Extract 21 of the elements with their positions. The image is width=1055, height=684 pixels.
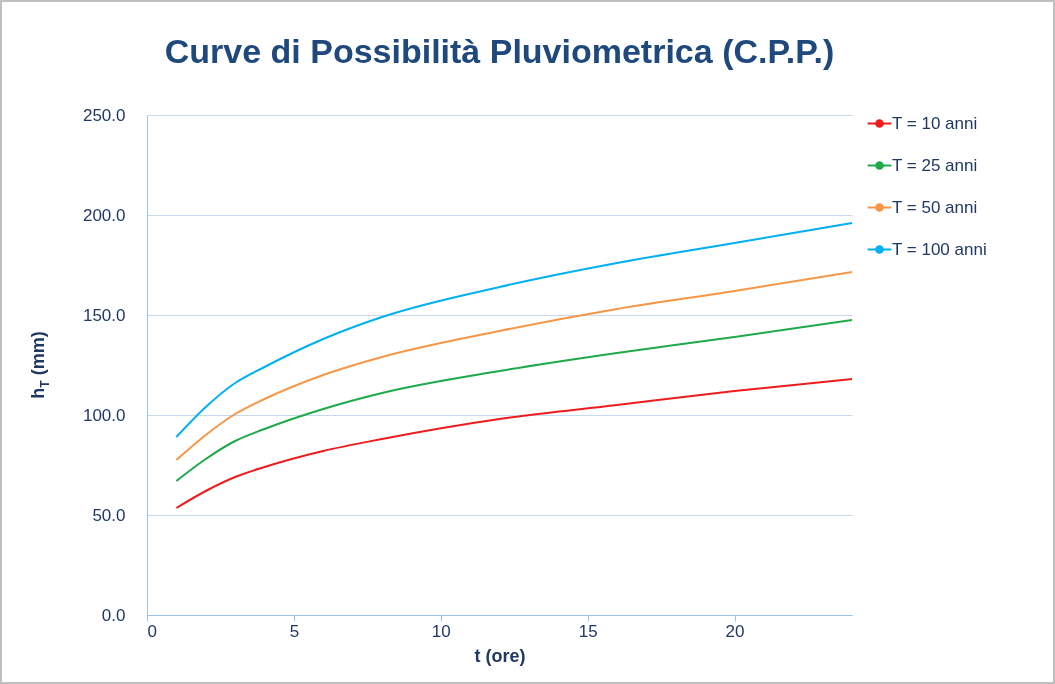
- x-tick-label: 10: [431, 621, 451, 641]
- chart-title: Curve di Possibilità Pluviometrica (C.P.P.): [164, 32, 835, 70]
- y-tick-label: 0.0: [101, 605, 126, 625]
- y-tick-label: 100.0: [82, 405, 126, 425]
- y-tick-label: 150.0: [82, 305, 126, 325]
- y-tick-label: 50.0: [92, 505, 126, 525]
- legend-label: T = 25 anni: [892, 155, 978, 175]
- x-axis-title: t (ore): [474, 645, 526, 666]
- x-tick-label: 20: [725, 621, 745, 641]
- legend-label: T = 50 anni: [892, 197, 978, 217]
- y-tick-label: 250.0: [82, 105, 126, 125]
- x-tick-label: 15: [578, 621, 598, 641]
- legend-label: T = 10 anni: [892, 113, 978, 133]
- y-tick-label: 200.0: [82, 205, 126, 225]
- line-series: [175, 271, 853, 461]
- line-series: [175, 378, 853, 509]
- legend-label: T = 100 anni: [892, 239, 987, 259]
- x-tick-label: 5: [289, 621, 300, 641]
- line-series: [175, 319, 853, 482]
- x-tick-label: 0: [147, 621, 157, 641]
- line-series: [175, 222, 853, 438]
